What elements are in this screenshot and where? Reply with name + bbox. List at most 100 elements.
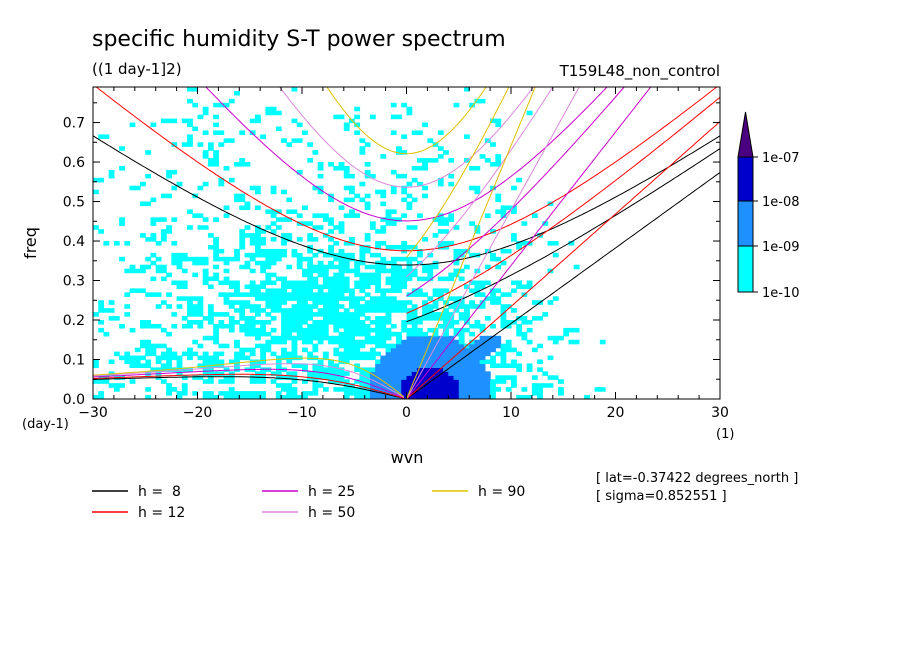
spectrum-cell: [401, 244, 408, 250]
spectrum-cell: [343, 359, 350, 365]
spectrum-cell: [406, 316, 413, 321]
spectrum-cell: [411, 308, 418, 313]
spectrum-cell: [364, 233, 371, 238]
spectrum-cell: [239, 308, 246, 313]
spectrum-cell: [401, 327, 408, 333]
spectrum-cell: [479, 154, 486, 159]
spectrum-cell: [469, 395, 476, 399]
spectrum-cell: [511, 359, 517, 365]
spectrum-cell: [469, 323, 476, 329]
spectrum-cell: [328, 162, 334, 167]
spectrum-cell: [369, 272, 376, 278]
spectrum-cell: [307, 158, 314, 163]
spectrum-cell: [500, 351, 507, 357]
spectrum-cell: [416, 355, 423, 361]
spectrum-cell: [187, 138, 193, 143]
spectrum-cell: [281, 351, 287, 357]
spectrum-cell: [93, 379, 99, 384]
spectrum-cell: [401, 268, 408, 274]
spectrum-cell: [286, 312, 293, 317]
spectrum-cell: [207, 375, 214, 380]
spectrum-cell: [406, 355, 413, 361]
spectrum-cell: [474, 363, 481, 369]
spectrum-cell: [505, 292, 512, 297]
spectrum-cell: [302, 327, 308, 333]
spectrum-cell: [463, 387, 470, 392]
spectrum-cell: [390, 323, 397, 329]
spectrum-cell: [364, 308, 371, 313]
spectrum-cell: [312, 323, 319, 329]
spectrum-cell: [453, 395, 460, 399]
spectrum-cell: [369, 114, 376, 120]
spectrum-cell: [317, 335, 324, 341]
spectrum-cell: [380, 367, 387, 372]
spectrum-cell: [422, 264, 428, 270]
spectrum-cell: [228, 256, 235, 262]
spectrum-cell: [385, 316, 392, 321]
spectrum-cell: [244, 327, 251, 333]
spectrum-cell: [328, 300, 334, 305]
spectrum-cell: [490, 252, 496, 258]
spectrum-cell: [411, 395, 418, 399]
spectrum-cell: [202, 130, 209, 135]
spectrum-cell: [317, 185, 324, 191]
spectrum-cell: [307, 142, 314, 147]
spectrum-cell: [390, 359, 397, 365]
spectrum-cell: [401, 367, 408, 372]
spectrum-cell: [296, 363, 303, 369]
spectrum-cell: [416, 383, 423, 388]
spectrum-cell: [160, 300, 167, 305]
spectrum-cell: [474, 98, 481, 104]
spectrum-cell: [171, 169, 178, 175]
spectrum-cell: [234, 391, 240, 396]
spectrum-cell: [443, 288, 449, 293]
spectrum-cell: [385, 308, 392, 313]
spectrum-cell: [286, 284, 293, 290]
spectrum-cell: [594, 387, 601, 392]
spectrum-cell: [249, 327, 256, 333]
spectrum-cell: [369, 355, 376, 361]
spectrum-cell: [453, 391, 460, 396]
spectrum-cell: [463, 316, 470, 321]
spectrum-cell: [187, 209, 193, 214]
spectrum-cell: [427, 371, 434, 376]
spectrum-cell: [160, 264, 167, 270]
spectrum-cell: [427, 367, 434, 372]
spectrum-cell: [119, 256, 125, 262]
spectrum-cell: [275, 209, 282, 214]
spectrum-cell: [228, 304, 235, 309]
spectrum-cell: [307, 316, 314, 321]
spectrum-cell: [213, 256, 219, 262]
spectrum-cell: [437, 146, 444, 151]
spectrum-cell: [223, 375, 230, 380]
spectrum-cell: [281, 323, 287, 329]
spectrum-cell: [349, 320, 355, 325]
spectrum-cell: [437, 387, 444, 392]
spectrum-cell: [437, 343, 444, 349]
spectrum-cell: [228, 375, 235, 380]
spectrum-cell: [443, 244, 449, 250]
spectrum-cell: [343, 252, 350, 258]
spectrum-cell: [166, 118, 172, 124]
spectrum-cell: [500, 312, 507, 317]
spectrum-cell: [443, 375, 449, 380]
spectrum-cell: [260, 371, 267, 376]
spectrum-cell: [244, 391, 251, 396]
spectrum-cell: [213, 272, 219, 278]
spectrum-cell: [474, 320, 481, 325]
spectrum-cell: [390, 169, 397, 175]
spectrum-cell: [187, 134, 193, 139]
spectrum-cell: [93, 225, 99, 230]
spectrum-cell: [343, 260, 350, 266]
spectrum-cell: [249, 252, 256, 258]
spectrum-cell: [474, 292, 481, 297]
spectrum-cell: [563, 327, 570, 333]
spectrum-cell: [322, 296, 329, 301]
spectrum-cell: [479, 347, 486, 353]
spectrum-cell: [349, 300, 355, 305]
spectrum-cell: [364, 395, 371, 399]
spectrum-cell: [516, 323, 523, 329]
spectrum-cell: [192, 351, 199, 357]
spectrum-cell: [249, 292, 256, 297]
